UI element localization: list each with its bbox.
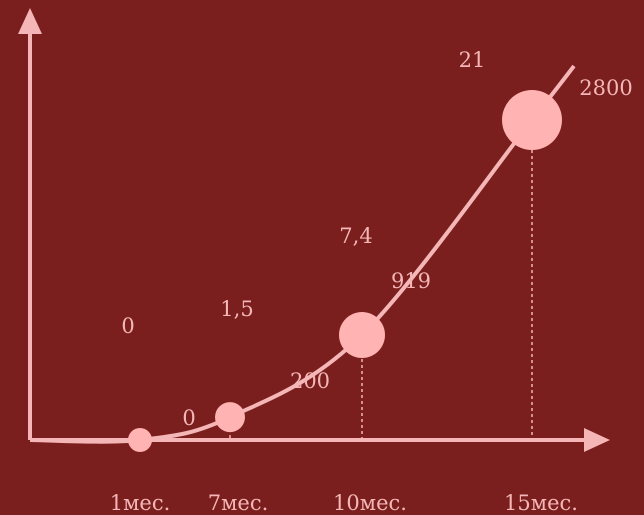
x-tick-label: 15мес.: [504, 491, 578, 515]
upper-value-label: 21: [459, 48, 486, 72]
data-point: [502, 90, 562, 150]
data-point: [339, 311, 385, 358]
data-label: 919: [391, 269, 431, 293]
x-tick-label: 10мес.: [333, 491, 407, 515]
data-point: [128, 428, 152, 452]
data-label: 2800: [579, 76, 632, 100]
x-axis-arrow: [584, 428, 610, 452]
origin-value-label: 0: [182, 406, 195, 430]
upper-value-label: 1,5: [220, 297, 253, 321]
x-tick-label: 1мес.: [110, 491, 171, 515]
data-point: [215, 402, 245, 433]
upper-value-label: 0: [121, 314, 134, 338]
data-label: 200: [290, 369, 330, 393]
x-tick-label: 7мес.: [208, 491, 269, 515]
y-axis-arrow: [18, 8, 42, 34]
upper-value-label: 7,4: [339, 224, 372, 248]
